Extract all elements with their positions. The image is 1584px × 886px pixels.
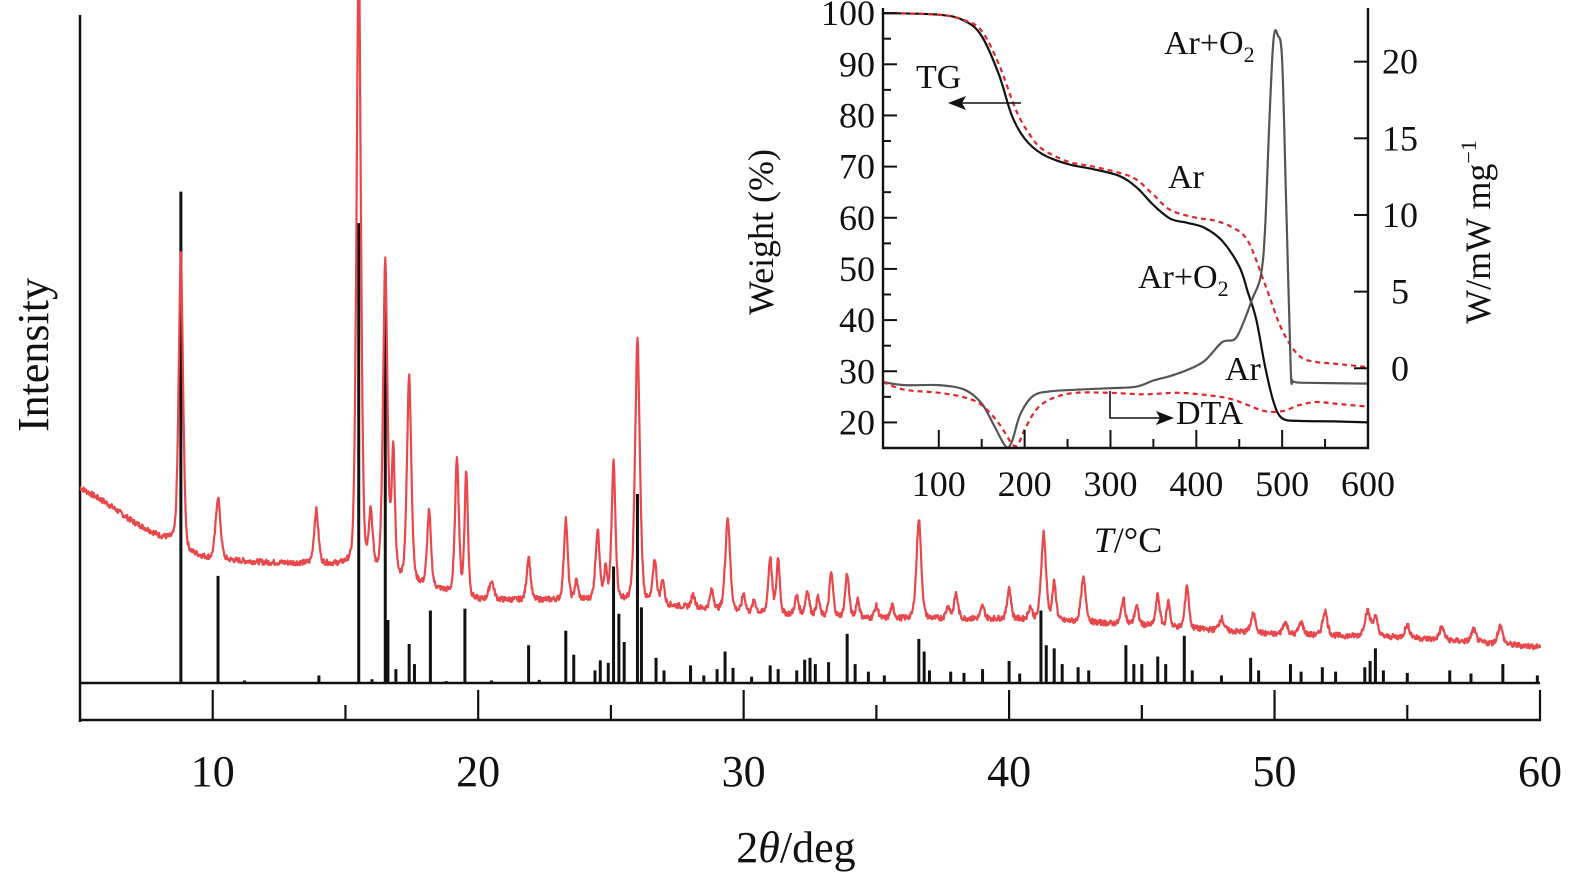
inset-left-tick-label: 70 [839, 147, 875, 187]
inset-x-tick-label: 300 [1083, 464, 1137, 504]
ar-o2-dta-sub: 2 [1244, 42, 1255, 67]
inset-left-tick-label: 50 [839, 249, 875, 289]
xrd-x-tick-label: 30 [722, 747, 766, 796]
inset-x-tick-label: 400 [1169, 464, 1223, 504]
inset-right-tick-label: 15 [1382, 118, 1418, 158]
inset-curve-dta-ar [882, 381, 1369, 448]
inset-curve-tg-ar-o2 [882, 12, 1369, 424]
dta-arrow-head-icon [1156, 411, 1174, 425]
xrd-reference-sticks [179, 191, 1539, 683]
inset-curve-tg-ar [882, 12, 1369, 369]
tg-arrow-head-icon [948, 96, 966, 110]
annotation-tg: TG [916, 59, 961, 96]
ar-o2-tg-main: Ar+O [1138, 259, 1218, 296]
inset-x-label-suffix: /°C [1114, 520, 1162, 560]
inset-x-axis-label: T/°C [1094, 520, 1162, 560]
inset-x-tick-label: 600 [1341, 464, 1395, 504]
xrd-measured-curve [79, 0, 1542, 651]
xrd-x-tick-label: 60 [1518, 747, 1562, 796]
ar-o2-dta-main: Ar+O [1164, 25, 1244, 62]
xrd-panel: 10 20 30 40 50 60 Intensity 2θ/deg [9, 0, 1562, 872]
inset-left-tick-label: 60 [839, 198, 875, 238]
annotation-ar-tg: Ar [1168, 159, 1205, 196]
inset-right-label-main: W/mW mg [1458, 164, 1498, 324]
inset-x-tick-label: 100 [912, 464, 966, 504]
annotation-dta: DTA [1176, 395, 1244, 432]
xrd-x-label-prefix: 2 [736, 823, 758, 872]
inset-curves [882, 12, 1369, 449]
inset-left-tick-label: 40 [839, 300, 875, 340]
dta-arrow-line [1109, 391, 1160, 419]
inset-curve-dta-ar-o2 [882, 29, 1369, 449]
tg-dta-inset: 100 200 300 400 500 600 20 30 40 50 60 70 80 90 100 0 5 1… [741, 0, 1498, 560]
ar-o2-tg-sub: 2 [1218, 276, 1229, 301]
xrd-x-axis-label: 2θ/deg [736, 823, 855, 872]
xrd-x-label-suffix: /deg [780, 823, 856, 872]
xrd-x-tick-label: 20 [456, 747, 500, 796]
inset-tick-labels: 100 200 300 400 500 600 20 30 40 50 60 70 80 90 100 0 5 1… [821, 0, 1418, 504]
inset-left-tick-label: 30 [839, 351, 875, 391]
inset-ticks [883, 12, 1369, 448]
inset-right-tick-label: 20 [1382, 42, 1418, 82]
inset-left-tick-label: 100 [821, 0, 875, 33]
annotation-ar-o2-dta: Ar+O2 [1164, 25, 1255, 67]
inset-left-tick-label: 80 [839, 95, 875, 135]
inset-left-tick-label: 90 [839, 44, 875, 84]
xrd-x-tick-label: 10 [191, 747, 235, 796]
inset-right-tick-label: 10 [1382, 195, 1418, 235]
xrd-x-ticks [211, 690, 1542, 720]
inset-left-tick-label: 20 [839, 402, 875, 442]
annotation-ar-o2-tg: Ar+O2 [1138, 259, 1229, 301]
inset-left-axis-label: Weight (%) [741, 149, 781, 315]
inset-right-tick-label: 5 [1391, 272, 1409, 312]
annotation-ar-dta: Ar [1225, 351, 1262, 388]
xrd-x-tick-label: 40 [987, 747, 1031, 796]
xrd-y-axis-label: Intensity [9, 278, 58, 432]
inset-right-axis-label: W/mW mg−1 [1456, 140, 1498, 324]
xrd-x-label-symbol: θ [758, 823, 780, 872]
xrd-x-tick-labels: 10 20 30 40 50 60 [191, 747, 1562, 796]
inset-x-tick-label: 500 [1255, 464, 1309, 504]
inset-right-label-sup: −1 [1456, 140, 1481, 163]
xrd-x-tick-label: 50 [1253, 747, 1297, 796]
inset-right-tick-label: 0 [1391, 348, 1409, 388]
inset-x-label-symbol: T [1094, 520, 1117, 560]
inset-x-tick-label: 200 [998, 464, 1052, 504]
